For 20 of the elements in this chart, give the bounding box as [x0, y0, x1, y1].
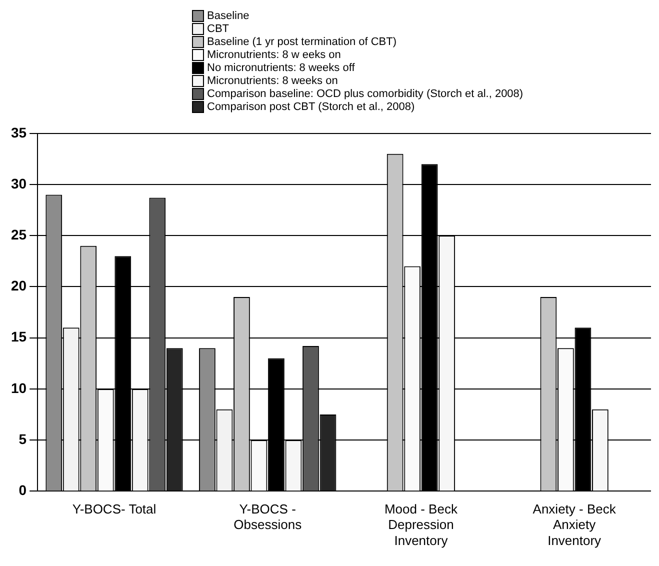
- y-tick-label: 0: [18, 482, 27, 498]
- legend-label: CBT: [207, 23, 229, 36]
- legend-label: Baseline (1 yr post termination of CBT): [207, 36, 397, 49]
- y-tick-label: 10: [10, 380, 27, 396]
- y-tick-label: 30: [10, 175, 27, 192]
- y-tick-label: 5: [18, 430, 27, 447]
- y-tick-label: 35: [10, 124, 27, 140]
- legend-label: Baseline: [207, 10, 250, 23]
- y-tick-label: 20: [10, 278, 27, 294]
- legend-label: No micronutrients: 8 weeks off: [207, 62, 355, 75]
- legend-label: Comparison post CBT (Storch et al., 2008): [207, 101, 415, 114]
- x-tick-label: Mood - Beck Depression Inventory: [384, 502, 458, 548]
- x-tick-label: Y-BOCS - Obsessions: [234, 502, 302, 532]
- legend-label: Micronutrients: 8 w eeks on: [207, 49, 341, 62]
- x-tick-label: Y-BOCS- Total: [72, 502, 156, 517]
- legend-label: Comparison baseline: OCD plus comorbidity (Storch et al., 2008): [207, 88, 524, 101]
- y-tick-label: 25: [10, 226, 27, 242]
- legend-label: Micronutrients: 8 weeks on: [207, 75, 338, 88]
- x-tick-label: Anxiety - Beck Anxiety Inventory: [532, 502, 616, 548]
- y-tick-label: 15: [10, 328, 27, 345]
